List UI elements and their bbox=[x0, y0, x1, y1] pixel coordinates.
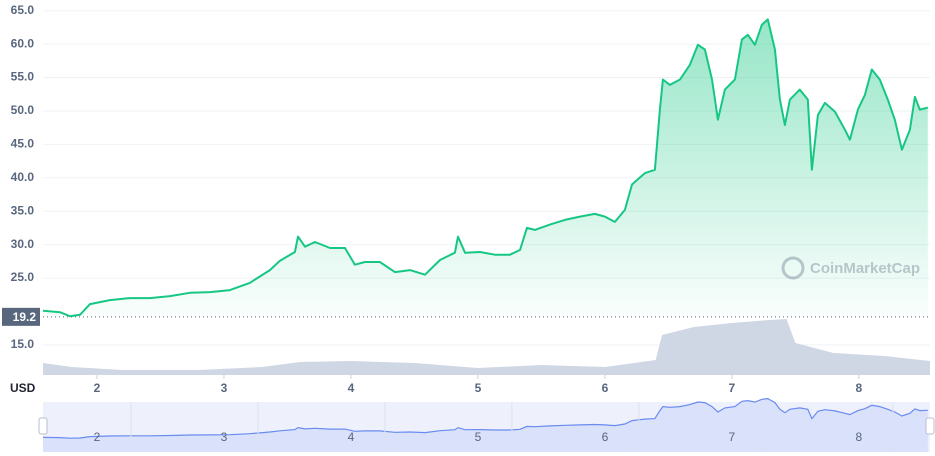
y-tick-label: 45.0 bbox=[11, 137, 35, 151]
navigator-handle[interactable] bbox=[38, 417, 48, 435]
navigator-area bbox=[43, 398, 928, 452]
navigator-tick-label: 4 bbox=[348, 430, 355, 444]
x-tick-label: 3 bbox=[221, 381, 228, 395]
navigator-handle[interactable] bbox=[925, 417, 935, 435]
x-tick-label: 4 bbox=[348, 381, 355, 395]
navigator-line bbox=[42, 397, 928, 439]
navigator-tick-label: 5 bbox=[475, 430, 482, 444]
navigator-tick-label: 6 bbox=[602, 430, 609, 444]
reference-label: 19.2 bbox=[13, 310, 37, 324]
y-tick-label: 55.0 bbox=[11, 70, 35, 84]
navigator-tick-label: 7 bbox=[729, 430, 736, 444]
currency-label: USD bbox=[10, 381, 36, 395]
navigator-tick-label: 2 bbox=[94, 430, 101, 444]
watermark: CoinMarketCap bbox=[781, 256, 920, 280]
volume-area bbox=[43, 319, 930, 375]
y-tick-label: 65.0 bbox=[11, 3, 35, 17]
price-area bbox=[43, 19, 928, 317]
y-tick-label: 40.0 bbox=[11, 170, 35, 184]
price-line bbox=[42, 18, 929, 318]
x-tick-label: 8 bbox=[856, 381, 863, 395]
y-tick-label: 30.0 bbox=[11, 237, 35, 251]
x-tick-label: 7 bbox=[729, 381, 736, 395]
reference-badge bbox=[2, 307, 40, 326]
y-tick-label: 15.0 bbox=[11, 337, 35, 351]
navigator-tick-label: 8 bbox=[856, 430, 863, 444]
x-tick-label: 6 bbox=[602, 381, 609, 395]
y-tick-label: 25.0 bbox=[11, 270, 35, 284]
navigator-tick-label: 3 bbox=[221, 430, 228, 444]
y-tick-label: 35.0 bbox=[11, 203, 35, 217]
y-tick-label: 50.0 bbox=[11, 103, 35, 117]
y-tick-label: 60.0 bbox=[11, 36, 35, 50]
x-tick-label: 2 bbox=[94, 381, 101, 395]
x-tick-label: 5 bbox=[475, 381, 482, 395]
watermark-logo bbox=[781, 256, 805, 280]
watermark-text: CoinMarketCap bbox=[810, 260, 920, 277]
